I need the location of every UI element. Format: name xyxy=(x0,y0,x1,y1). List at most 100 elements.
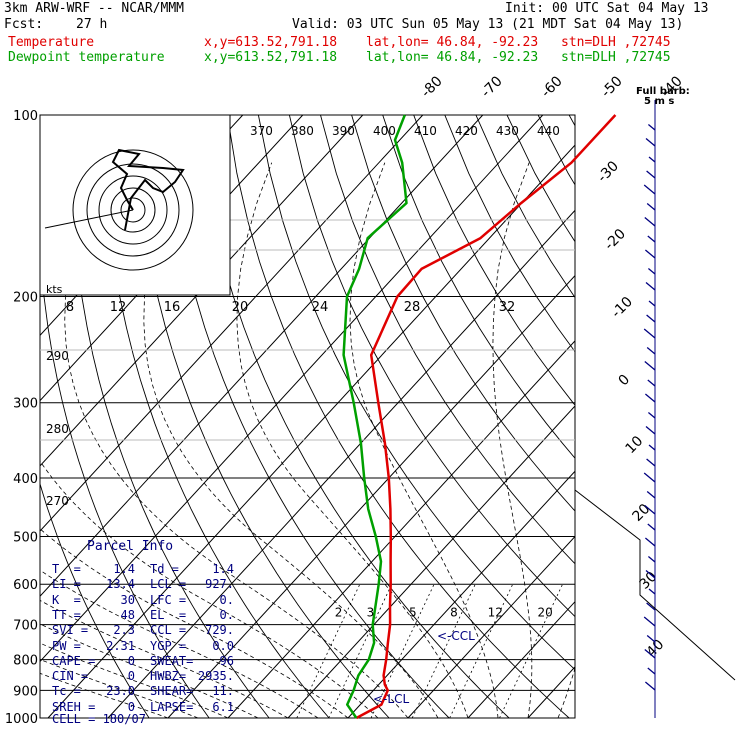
hodograph-box xyxy=(39,114,231,296)
pressure-tick-label: 1000 xyxy=(5,712,38,727)
dry-adiabat xyxy=(320,115,575,565)
pressure-tick-label: 500 xyxy=(13,530,38,545)
mixing-ratio-label: 3 xyxy=(367,606,375,620)
parcel-row-label: EL = xyxy=(150,607,187,622)
parcel-row-value: 6.1 xyxy=(212,699,234,714)
init-time: Init: 00 UTC Sat 04 May 13 xyxy=(505,1,709,16)
parcel-row-value: 0. xyxy=(219,607,234,622)
mixing-ratio-label: 5 xyxy=(409,606,417,620)
dry-adiabat xyxy=(506,115,575,243)
theta-label: 370 xyxy=(250,124,273,138)
wind-barb xyxy=(647,523,656,531)
moist-adiabat xyxy=(64,162,409,719)
temperature-legend-latlon: lat,lon= 46.84, -92.23 xyxy=(366,35,539,50)
parcel-row-label: LFC = xyxy=(150,592,187,607)
wind-barb xyxy=(648,156,656,163)
parcel-info-title: Parcel Info xyxy=(87,539,174,554)
theta-label: 290 xyxy=(46,349,69,363)
isotherm-line xyxy=(167,274,575,719)
mixing-ratio-label: 12 xyxy=(488,606,503,620)
parcel-row-label: CIN = xyxy=(52,669,89,684)
wind-barb xyxy=(644,217,656,227)
wind-barb xyxy=(644,681,656,691)
parcel-row-label: K = xyxy=(52,592,81,607)
parcel-row-label: HWBZ= xyxy=(150,669,187,684)
parcel-row-value: 48 xyxy=(120,607,135,622)
temperature-legend-xy: x,y=613.52,791.18 xyxy=(204,35,338,50)
hodograph-speed-label: 12 xyxy=(110,300,127,315)
parcel-row-value: 729. xyxy=(205,623,234,638)
isotherm-line xyxy=(227,340,575,719)
dry-adiabat xyxy=(133,115,390,719)
parcel-row-label: SVI = xyxy=(52,623,89,638)
parcel-row-label: CAPE = xyxy=(52,653,96,668)
hodograph-speed-label: 28 xyxy=(404,300,421,315)
mixing-ratio-line xyxy=(499,584,563,719)
forecast-hours: 27 h xyxy=(76,17,108,32)
dry-adiabat xyxy=(70,115,270,719)
wind-barb xyxy=(646,314,656,323)
parcel-row-value: 1.4 xyxy=(113,562,135,576)
mixing-ratio-label: 2 xyxy=(335,606,343,620)
theta-label: 440 xyxy=(537,124,560,138)
parcel-row-label: LI = xyxy=(52,577,81,592)
parcel-row-label: YGP = xyxy=(150,638,187,653)
wind-barb xyxy=(646,347,656,355)
isotherm-line xyxy=(107,209,575,719)
isotherm-line xyxy=(40,115,364,467)
parcel-row-value: 2.3 xyxy=(113,623,135,638)
dewpoint-legend-name: Dewpoint temperature xyxy=(8,50,165,65)
isotherm-line xyxy=(40,115,544,663)
dry-adiabat xyxy=(226,115,570,719)
parcel-row-value: 1.4 xyxy=(212,562,234,576)
parcel-row-label: TT = xyxy=(52,607,81,622)
hodograph-ring xyxy=(72,149,194,271)
wind-barb xyxy=(646,170,656,179)
pressure-tick-label: 200 xyxy=(13,291,38,306)
parcel-row-label: T = xyxy=(52,562,81,576)
wind-barb xyxy=(645,426,656,435)
dry-adiabat xyxy=(195,115,510,719)
mixing-ratio-line xyxy=(449,584,514,719)
dry-adiabat xyxy=(257,115,575,671)
dry-adiabat xyxy=(693,115,740,718)
parcel-row-label: Tc = xyxy=(52,684,81,699)
wind-barb xyxy=(646,602,656,611)
moist-adiabat xyxy=(143,162,439,719)
dry-adiabat xyxy=(475,115,575,299)
temperature-legend-stn: stn=DLH ,72745 xyxy=(561,35,671,50)
pressure-tick-label: 100 xyxy=(13,109,38,124)
isotherm-line xyxy=(407,535,575,719)
isotherm-label: -30 xyxy=(595,158,622,185)
dry-adiabat xyxy=(537,115,575,186)
dry-adiabat xyxy=(40,482,150,719)
wind-barb xyxy=(646,635,656,643)
isotherm-line xyxy=(588,115,740,718)
parcel-info-panel: Parcel Info T = 1.4 Td = 1.4 LI = 13.4 LCL = 92… xyxy=(42,538,242,730)
parcel-row-value: 0 xyxy=(127,699,135,714)
theta-label: 280 xyxy=(46,422,69,436)
hodograph-ring xyxy=(110,187,156,233)
ccl-marker: <-CCL xyxy=(437,629,475,643)
hodograph-speed-label: 16 xyxy=(164,300,181,315)
isotherm-label: -50 xyxy=(598,73,625,100)
parcel-row-label: SHEAR= xyxy=(150,684,194,699)
valid-time: Valid: 03 UTC Sun 05 May 13 (21 MDT Sat … xyxy=(292,17,684,32)
dewpoint-trace xyxy=(342,114,408,719)
parcel-cell: CELL = 180/07 xyxy=(52,712,146,726)
isotherm-label: 20 xyxy=(630,501,654,525)
dewpoint-legend-xy: x,y=613.52,791.18 xyxy=(204,50,338,65)
moist-adiabat xyxy=(349,162,499,719)
wind-barb xyxy=(646,458,656,467)
parcel-row-label: SREH = xyxy=(52,699,96,714)
theta-label: 380 xyxy=(291,124,314,138)
theta-label: 390 xyxy=(332,124,355,138)
wind-barb xyxy=(647,124,656,131)
parcel-row-value: 2935. xyxy=(197,669,234,684)
moist-adiabat xyxy=(40,642,229,719)
theta-label: 410 xyxy=(414,124,437,138)
wind-barb xyxy=(647,667,656,675)
pressure-tick-label: 700 xyxy=(13,619,38,634)
wind-barb xyxy=(647,235,656,243)
plot-frame xyxy=(39,114,576,719)
